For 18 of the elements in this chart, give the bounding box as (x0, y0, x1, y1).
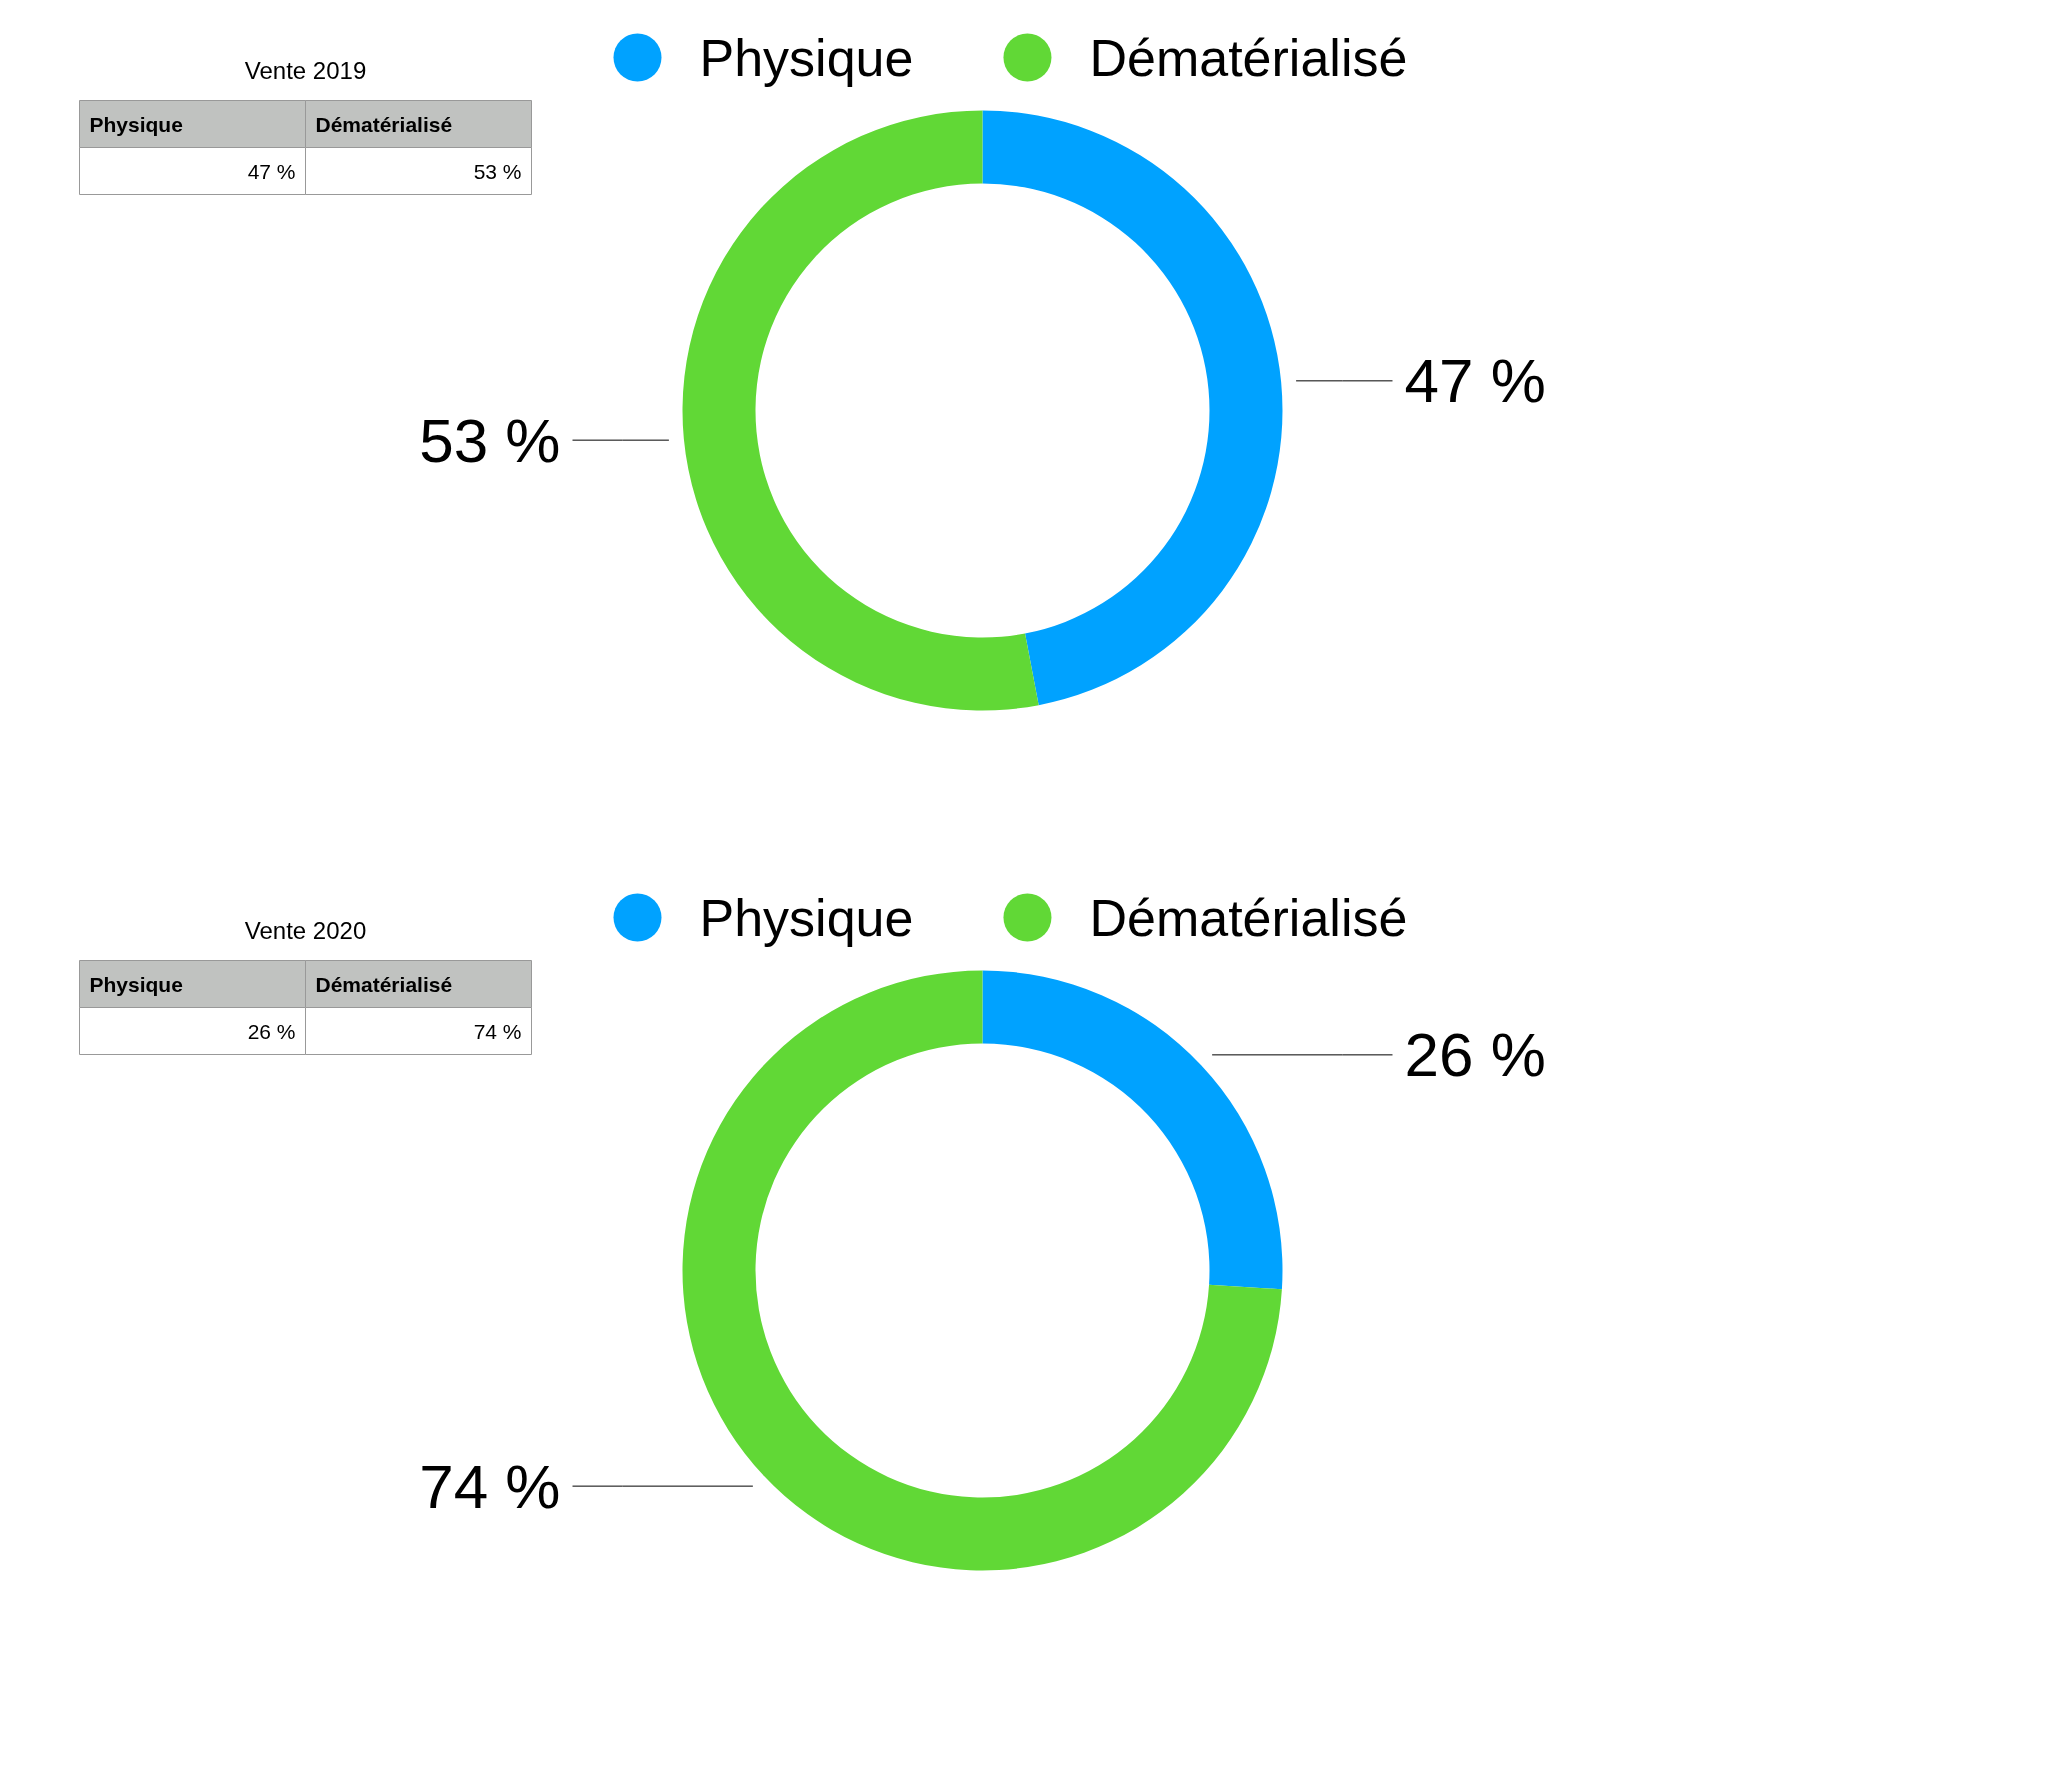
text: 74 % (473, 1019, 522, 1043)
data-label: 26 % (1404, 1020, 1546, 1090)
text: 53 % (473, 159, 522, 183)
legend-label: Dématérialisé (1089, 28, 1408, 87)
legend-label: Physique (699, 888, 914, 947)
data-label: 74 % (419, 1451, 561, 1521)
legend-label: Dématérialisé (1089, 888, 1408, 947)
category-label: Physique (89, 972, 183, 996)
category-label: Physique (89, 112, 183, 136)
text: Vente 2020 (244, 917, 367, 944)
category-label: Dématérialisé (315, 112, 453, 136)
data-label: 47 % (1404, 346, 1546, 416)
category-label: Dématérialisé (315, 972, 453, 996)
data-label: 53 % (419, 405, 561, 475)
text: Vente 2019 (244, 57, 367, 84)
legend-label: Physique (699, 28, 914, 87)
text: 47 % (247, 159, 296, 183)
text: 26 % (247, 1019, 296, 1043)
